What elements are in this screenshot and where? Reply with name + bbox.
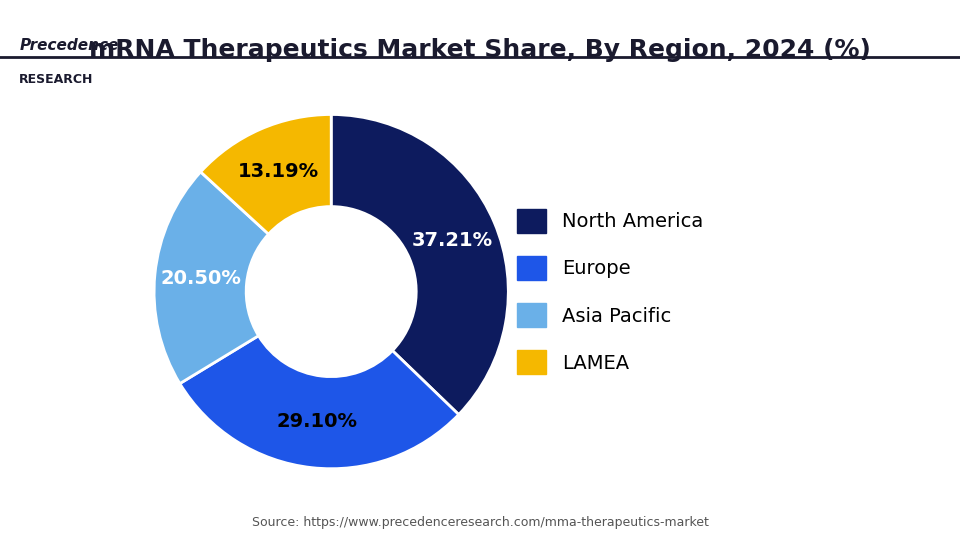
Text: Precedence: Precedence: [19, 38, 119, 53]
Text: Source: https://www.precedenceresearch.com/mma-therapeutics-market: Source: https://www.precedenceresearch.c…: [252, 516, 708, 529]
Text: 20.50%: 20.50%: [160, 269, 241, 288]
Text: 29.10%: 29.10%: [276, 413, 357, 431]
Text: 13.19%: 13.19%: [238, 162, 319, 181]
Text: 37.21%: 37.21%: [411, 231, 492, 250]
Wedge shape: [201, 114, 331, 234]
Legend: North America, Europe, Asia Pacific, LAMEA: North America, Europe, Asia Pacific, LAM…: [509, 201, 710, 382]
Text: RESEARCH: RESEARCH: [19, 73, 93, 86]
Text: mRNA Therapeutics Market Share, By Region, 2024 (%): mRNA Therapeutics Market Share, By Regio…: [89, 38, 871, 62]
Wedge shape: [180, 336, 459, 469]
Wedge shape: [155, 172, 269, 383]
Wedge shape: [331, 114, 508, 415]
